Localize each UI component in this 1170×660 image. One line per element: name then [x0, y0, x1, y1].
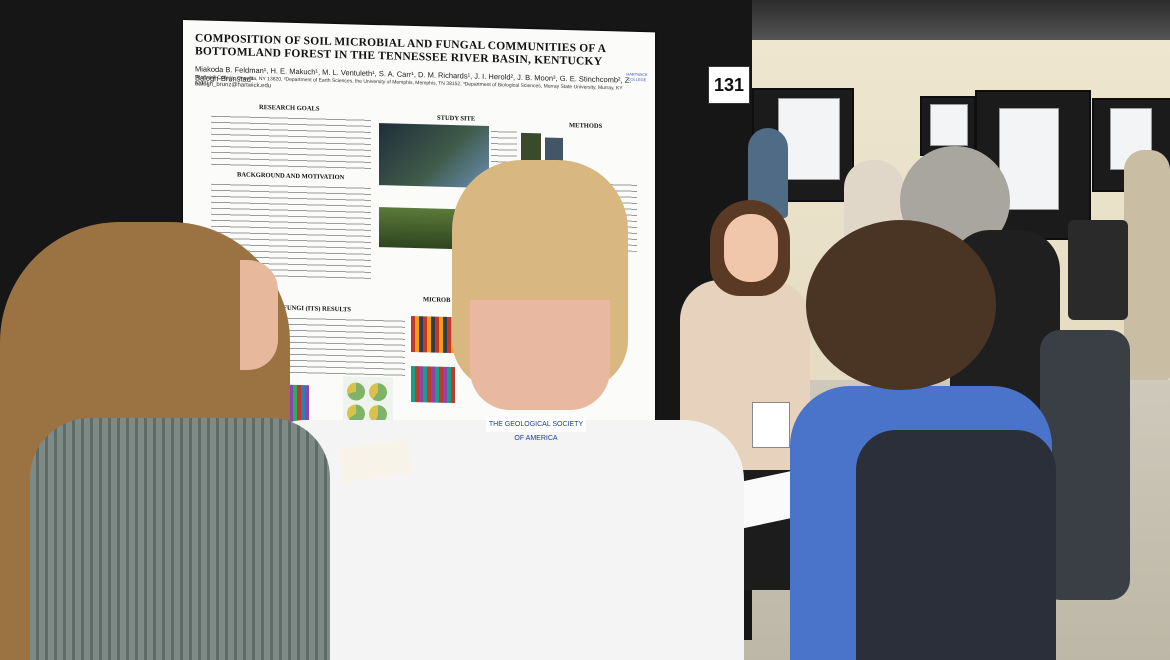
presenter-face — [724, 214, 778, 282]
section-fungi-results: FUNGI (ITS) RESULTS — [283, 304, 352, 314]
microbial-bar-chart — [411, 315, 455, 354]
presenter-name-badge — [752, 402, 790, 448]
attendee-plaid-shirt — [30, 418, 330, 660]
poster-email: balogh_brunz@hartwick.edu — [195, 81, 272, 90]
poster-title: COMPOSITION OF SOIL MICROBIAL AND FUNGAL… — [195, 32, 606, 68]
attendee-face-profile — [240, 260, 278, 370]
background-poster — [930, 104, 968, 146]
background-poster — [778, 98, 840, 180]
background-attendee — [1124, 150, 1170, 380]
attendee-curly-hair — [806, 220, 996, 390]
college-logo: HARTWICK COLLEGE — [626, 71, 648, 83]
study-site-map — [379, 123, 489, 189]
lanyard-text: THE GEOLOGICAL SOCIETY OF AMERICA — [486, 418, 586, 442]
microbial-bar-chart — [411, 365, 455, 404]
section-background: BACKGROUND AND MOTIVATION — [237, 171, 345, 182]
section-study-site: STUDY SITE — [437, 114, 476, 123]
starred-backpack — [856, 430, 1056, 660]
section-microbial: MICROB — [423, 296, 451, 305]
research-goals-text — [211, 112, 371, 173]
hall-ceiling — [700, 0, 1170, 40]
poster-number: 131 — [708, 66, 750, 104]
background-chair — [1068, 220, 1128, 320]
section-methods: METHODS — [569, 122, 603, 130]
section-research-goals: RESEARCH GOALS — [259, 103, 320, 113]
attendee-neck — [470, 300, 610, 410]
